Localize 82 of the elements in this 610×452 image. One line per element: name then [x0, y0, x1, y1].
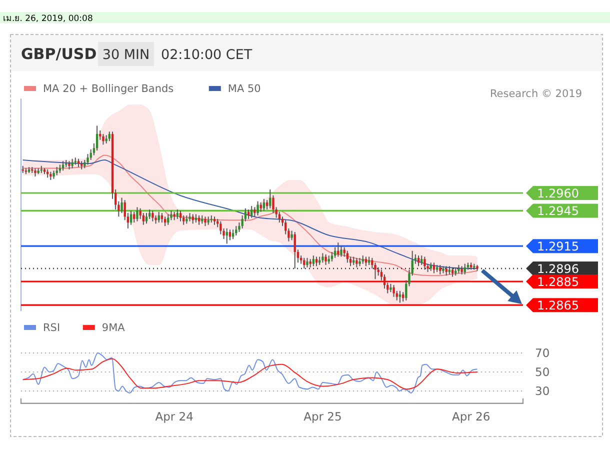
candlestick — [182, 214, 185, 226]
candlestick — [306, 257, 308, 268]
candlestick — [262, 198, 266, 212]
candlestick — [346, 250, 349, 264]
legend-label: MA 20 + Bollinger Bands — [43, 83, 174, 95]
candlestick — [374, 262, 376, 280]
candlestick — [260, 202, 262, 212]
candlestick — [96, 125, 98, 152]
candlestick — [192, 214, 194, 224]
candlestick — [220, 220, 222, 235]
y-tick-label: 30 — [535, 384, 550, 398]
candlestick — [232, 229, 234, 240]
line-series — [22, 352, 478, 394]
candlestick — [294, 231, 296, 270]
candlestick — [315, 256, 318, 267]
candlestick — [364, 256, 368, 267]
candlestick — [312, 255, 315, 267]
ref-line-label: 1.2960 — [537, 186, 579, 200]
x-tick-label: Apr 26 — [452, 409, 490, 424]
text: 02:10:00 CET — [161, 47, 253, 63]
legend-label: RSI — [43, 322, 60, 334]
line-series — [22, 358, 478, 390]
annotation: Research © 2019 — [490, 88, 582, 100]
candlestick — [204, 216, 206, 227]
candlestick — [130, 210, 132, 226]
candlestick — [356, 257, 358, 268]
candlestick — [99, 130, 102, 140]
candlestick — [120, 197, 123, 214]
candlestick — [170, 210, 172, 221]
candlestick — [136, 206, 138, 222]
candlestick — [164, 216, 166, 227]
candlestick — [324, 254, 327, 266]
candlestick — [445, 266, 448, 276]
ref-line-label: 1.2945 — [537, 204, 579, 218]
y-tick-label: 70 — [535, 346, 550, 360]
candlestick — [402, 292, 404, 302]
candlestick — [71, 158, 74, 169]
candlestick — [322, 252, 324, 264]
candlestick — [340, 246, 342, 258]
chart-title: GBP/USD — [21, 45, 97, 63]
text: เม.ย. 26, 2019, 00:08 — [3, 14, 93, 24]
candlestick — [398, 290, 402, 304]
candlestick — [133, 211, 136, 223]
candlestick — [179, 210, 182, 222]
x-tick-label: Apr 24 — [155, 409, 194, 424]
candlestick — [420, 255, 423, 266]
candlestick — [250, 205, 253, 218]
ref-line-label: 1.2865 — [537, 298, 579, 313]
candlestick — [198, 214, 200, 226]
candlestick — [424, 256, 426, 270]
candlestick — [235, 226, 238, 236]
candlestick — [269, 188, 272, 209]
chart-subtitle: 30 MIN — [102, 47, 150, 63]
candlestick — [392, 284, 395, 298]
candlestick — [439, 264, 442, 275]
candlestick — [102, 134, 104, 146]
candlestick — [278, 211, 280, 223]
candlestick — [142, 212, 144, 226]
candlestick — [247, 209, 250, 220]
candlestick — [145, 212, 148, 224]
candlestick — [160, 212, 164, 223]
candlestick — [176, 209, 178, 220]
candlestick — [451, 266, 454, 278]
ref-line-label: 1.2885 — [537, 275, 579, 289]
legend-label: 9MA — [102, 322, 126, 334]
legend-label: MA 50 — [228, 83, 261, 95]
candlestick — [62, 160, 64, 172]
candlestick — [266, 200, 268, 210]
candlestick — [290, 230, 293, 241]
y-tick-label: 50 — [535, 365, 550, 380]
candlestick — [337, 242, 340, 258]
ref-line-label: 1.2915 — [537, 240, 579, 254]
candlestick — [254, 206, 256, 218]
ref-line-label: 1.2896 — [537, 262, 579, 276]
candlestick — [148, 209, 151, 220]
x-tick-label: Apr 25 — [304, 409, 342, 424]
candlestick — [256, 200, 259, 216]
candlestick — [86, 154, 89, 166]
candlestick — [330, 252, 334, 262]
candlestick — [226, 228, 228, 244]
candlestick — [152, 210, 154, 222]
candlestick — [383, 274, 386, 290]
